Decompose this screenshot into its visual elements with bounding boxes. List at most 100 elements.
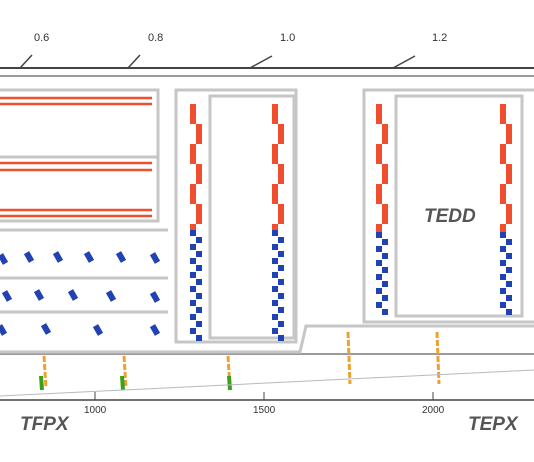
pixel-module <box>278 251 284 257</box>
pixel-module <box>376 260 382 266</box>
strip-module <box>278 204 284 214</box>
pixel-module <box>190 258 196 264</box>
strip-module <box>376 104 382 114</box>
tfpx-disk <box>122 355 128 389</box>
pixel-module <box>190 328 196 334</box>
pixel-module <box>190 286 196 292</box>
pixel-module <box>149 291 161 303</box>
strip-module <box>382 124 388 134</box>
pixel-module <box>382 253 388 259</box>
strip-module <box>500 194 506 204</box>
tfpx-pixel-modules <box>0 251 161 336</box>
strip-module <box>500 154 506 164</box>
strip-module <box>506 174 512 184</box>
strip-module <box>500 104 506 114</box>
strip-module <box>196 214 202 224</box>
pixel-module <box>272 258 278 264</box>
eta-tick-1-2 <box>392 55 416 69</box>
strip-module <box>190 194 196 204</box>
eta-label-0-8: 0.8 <box>148 32 163 44</box>
eta-tick-0-6 <box>19 54 33 69</box>
strip-module <box>506 134 512 144</box>
tedd-label: TEDD <box>424 206 476 227</box>
pixel-module <box>1 290 13 302</box>
strip-module <box>376 184 382 194</box>
strip-module <box>382 214 388 224</box>
strip-module <box>272 144 278 154</box>
pixel-module <box>382 239 388 245</box>
pixel-module <box>506 239 512 245</box>
strip-module <box>190 184 196 194</box>
pixel-module <box>506 281 512 287</box>
tedd-inner-frame-1 <box>174 88 298 344</box>
strip-module <box>272 184 278 194</box>
pixel-module <box>376 232 382 238</box>
pixel-module <box>506 309 512 315</box>
strip-module <box>382 134 388 144</box>
pixel-module <box>196 279 202 285</box>
pixel-module <box>500 232 506 238</box>
pixel-module <box>149 252 161 264</box>
pixel-module <box>149 324 161 336</box>
strip-module <box>278 124 284 134</box>
pixel-module <box>196 265 202 271</box>
pixel-module <box>500 274 506 280</box>
tfpx-label: TFPX <box>20 414 70 435</box>
beam-boundary-line <box>0 369 534 397</box>
pixel-module <box>40 323 52 335</box>
pixel-module <box>196 237 202 243</box>
outer-frame <box>0 75 534 355</box>
pixel-module <box>272 244 278 250</box>
pixel-module <box>272 300 278 306</box>
pixel-module <box>190 244 196 250</box>
pixel-module <box>196 335 202 341</box>
pixel-module <box>278 321 284 327</box>
pixel-module <box>506 267 512 273</box>
pixel-module <box>376 288 382 294</box>
pixel-module <box>115 251 127 263</box>
strip-module <box>190 104 196 114</box>
pixel-module <box>272 328 278 334</box>
tfpx-strip-frame-2 <box>0 155 160 223</box>
strip-module <box>500 114 506 124</box>
tfpx-strip-frame-1 <box>0 88 160 159</box>
strip-module <box>278 214 284 224</box>
pixel-module <box>190 300 196 306</box>
strip-module <box>196 174 202 184</box>
strip-module <box>376 144 382 154</box>
pixel-module <box>272 272 278 278</box>
strip-module <box>278 134 284 144</box>
pixel-module <box>67 289 79 301</box>
pixel-module <box>278 335 284 341</box>
pixel-module <box>83 251 95 263</box>
strip-module <box>190 144 196 154</box>
pixel-module <box>196 293 202 299</box>
pixel-module <box>506 253 512 259</box>
lower-frame <box>0 324 534 354</box>
strip-module <box>506 204 512 214</box>
tedd-inner-frame-4 <box>394 94 524 318</box>
pixel-module <box>190 272 196 278</box>
tfpx-ring <box>227 375 232 391</box>
z-label-1000: 1000 <box>84 405 107 416</box>
pixel-module <box>376 274 382 280</box>
tedd-inner-frame-3 <box>362 88 534 324</box>
pixel-module <box>500 260 506 266</box>
pixel-module <box>500 302 506 308</box>
z-axis-ticks <box>94 392 434 400</box>
pixel-module <box>190 314 196 320</box>
tfpx-strip-bars <box>0 96 152 218</box>
pixel-module <box>278 307 284 313</box>
pixel-module <box>272 286 278 292</box>
pixel-module <box>105 290 117 302</box>
strip-module <box>382 204 388 214</box>
pixel-module <box>382 309 388 315</box>
pixel-module <box>506 295 512 301</box>
pixel-module <box>278 279 284 285</box>
strip-module <box>278 164 284 174</box>
pixel-module <box>376 302 382 308</box>
strip-module <box>190 114 196 124</box>
pixel-module <box>278 293 284 299</box>
tfpx-ring <box>39 375 44 391</box>
strip-module <box>272 194 278 204</box>
